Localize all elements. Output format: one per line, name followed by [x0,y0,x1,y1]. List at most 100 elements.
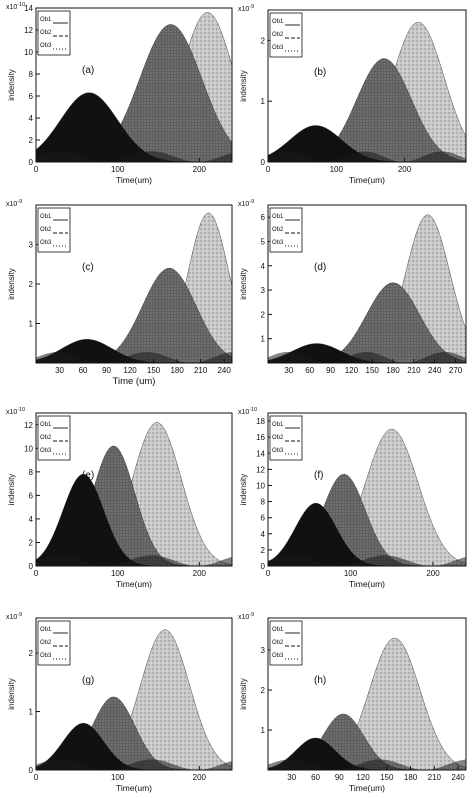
axes-frame [267,9,467,163]
legend-box [269,12,303,58]
y-tick-label: 2 [29,538,34,547]
x-tick-label: 60 [79,366,88,375]
y-tick-label: 5 [261,237,266,246]
x-tick-label: 200 [193,569,207,578]
y-tick-label: 4 [261,262,266,271]
x-tick-label: 90 [326,366,335,375]
x-tick-label: 150 [147,366,161,375]
x-tick-label: 200 [398,165,412,174]
y-tick-label: 4 [261,530,266,539]
y-tick-label: 1 [29,708,34,717]
y-tick-label: 14 [256,449,265,458]
y-tick-label: 6 [29,92,34,101]
x-tick-label: 200 [426,569,440,578]
x-tick-label: 60 [305,366,314,375]
legend-entry: Ob2 [272,435,284,441]
plot-area [36,422,232,566]
panel-label: (f) [314,470,323,481]
chart-panel: 0 1 2 0 100 200 x10-9 indensity Time(um) Ob1 Ob2 Ob… [6,612,233,793]
x-tick-label: 60 [311,773,320,782]
x-tick-label: 30 [55,366,64,375]
y-tick-label: 3 [261,286,266,295]
legend-box [269,415,303,461]
y-axis-label: indensity [7,678,16,710]
baseline-band [36,759,232,770]
baseline-band [36,351,232,363]
y-tick-label: 2 [29,649,34,658]
chart-panel: 0 1 2 0 100 200 x10-9 indensity Time(um) Ob1 Ob2 Ob… [238,4,467,185]
legend-entry: Ob2 [272,227,284,233]
x-tick-label: 30 [287,773,296,782]
x-axis-label: Time(um) [116,783,152,793]
y-tick-label: 10 [24,48,33,57]
plot-area [36,12,232,162]
y-tick-label: 2 [261,310,266,319]
panel-label: (e) [82,470,94,481]
legend-entry: Ob2 [40,435,52,441]
y-tick-label: 10 [24,444,33,453]
y-exponent-label: x10-9 [6,199,22,208]
x-tick-label: 90 [335,773,344,782]
chart-panel: 0 2 4 6 8 10 12 0 100 200 x10-10 indensity Time(um) O… [6,407,233,589]
x-tick-label: 240 [451,773,465,782]
y-tick-label: 2 [29,280,34,289]
legend-entry: Ob2 [40,227,52,233]
y-tick-label: 4 [29,114,34,123]
x-tick-label: 200 [193,165,207,174]
axes-frame [35,7,233,163]
axes-frame [267,204,467,364]
x-tick-label: 210 [407,366,421,375]
x-tick-label: 240 [217,366,231,375]
axes-frame [267,412,467,567]
panel-label: (c) [82,262,94,273]
x-tick-label: 150 [380,773,394,782]
x-tick-label: 180 [170,366,184,375]
x-axis-label: Time(um) [349,579,385,589]
legend-entry: Ob3 [40,43,52,49]
y-tick-label: 12 [24,26,33,35]
y-tick-label: 3 [261,646,266,655]
y-axis-label: indensity [7,69,16,101]
panel-label: (b) [314,67,326,78]
plot-area [268,21,466,162]
chart-panel: 0 2 4 6 8 10 12 14 16 18 0 100 200 x10-10 indensity Tim… [238,407,467,589]
y-tick-label: 8 [29,468,34,477]
legend-box [37,207,71,253]
y-tick-label: 6 [29,491,34,500]
legend-entry: Ob1 [40,422,52,428]
x-tick-label: 180 [386,366,400,375]
x-tick-label: 240 [428,366,442,375]
y-axis-label: indensity [7,474,16,506]
legend-box [37,415,71,461]
legend-entry: Ob2 [272,32,284,38]
chart-panel: 1 2 3 4 5 6 30 60 90 120 150 180 210 240 270 x10-9 inden… [238,199,467,375]
y-tick-label: 2 [261,36,266,45]
legend-entry: Ob3 [272,653,284,659]
baseline-band [268,151,466,162]
y-tick-label: 2 [29,136,34,145]
y-tick-label: 0 [261,158,266,167]
y-tick-label: 0 [29,766,34,775]
legend-entry: Ob3 [40,240,52,246]
y-axis-label: indensity [7,268,16,300]
x-tick-label: 90 [102,366,111,375]
legend-entry: Ob2 [40,30,52,36]
y-tick-label: 8 [261,498,266,507]
x-tick-label: 270 [449,366,463,375]
y-tick-label: 1 [29,320,34,329]
panel-label: (d) [314,262,326,273]
y-tick-label: 18 [256,417,265,426]
plot-area [268,214,466,363]
y-axis-label: indensity [239,678,248,710]
y-tick-label: 1 [261,726,266,735]
panel-label: (g) [82,675,94,686]
y-exponent-label: x10-9 [238,612,254,621]
x-tick-label: 100 [111,165,125,174]
y-axis-label: indensity [239,70,248,102]
x-tick-label: 120 [345,366,359,375]
baseline-band [268,555,466,566]
y-tick-label: 0 [29,562,34,571]
x-tick-label: 0 [266,569,271,578]
x-tick-label: 200 [193,773,207,782]
x-tick-label: 180 [404,773,418,782]
